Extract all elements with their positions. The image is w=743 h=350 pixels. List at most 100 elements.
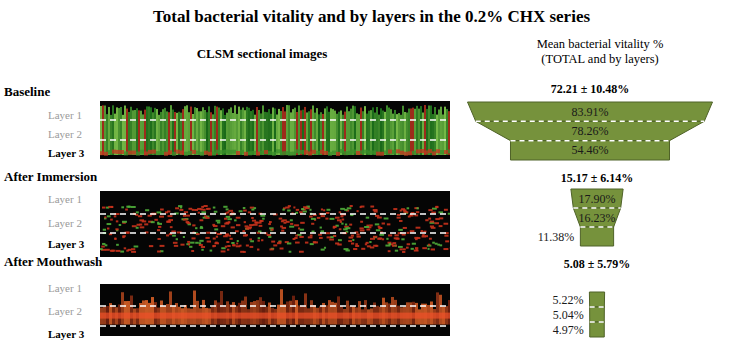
image-texture [337,296,340,324]
image-texture [305,242,308,244]
image-texture [214,211,218,213]
image-texture [366,114,368,155]
image-texture [392,245,394,247]
image-texture [154,219,157,221]
image-texture [444,107,446,155]
image-texture [262,218,265,220]
image-texture [435,243,438,245]
image-texture [152,150,156,154]
image-texture [296,112,298,155]
image-texture [100,151,104,155]
image-texture [328,300,331,324]
image-texture [339,228,342,230]
image-texture [108,150,112,154]
image-texture [258,237,260,239]
image-texture [105,249,110,251]
image-texture [188,151,192,155]
clsm-image [100,191,450,257]
image-texture [304,293,307,324]
image-texture [388,250,391,252]
image-texture [272,152,276,156]
image-texture [100,313,450,319]
image-texture [228,221,230,223]
image-texture [132,151,136,155]
image-texture [370,110,372,155]
image-texture [448,111,450,155]
layer-divider [100,325,450,327]
image-texture [369,241,371,243]
image-texture [338,239,342,241]
image-texture [436,115,438,155]
image-texture [340,149,344,153]
image-background [100,284,450,336]
image-texture [303,206,308,208]
image-texture [271,229,274,231]
image-texture [160,301,163,325]
image-texture [172,152,176,156]
image-texture [360,230,365,232]
image-texture [186,243,190,245]
image-texture [186,105,188,155]
image-texture [310,235,313,237]
image-texture [174,245,178,247]
image-texture [321,249,325,251]
image-texture [319,237,323,239]
funnel [589,292,604,337]
image-texture [196,108,198,155]
image-texture [241,301,244,325]
image-texture [397,214,401,216]
image-texture [210,112,212,155]
image-texture [242,230,245,232]
image-texture [236,114,238,155]
image-texture [128,151,132,155]
image-texture [204,215,207,217]
image-texture [394,110,396,155]
image-texture [130,107,132,155]
image-texture [273,244,277,246]
image-texture [400,151,404,155]
image-texture [416,227,421,229]
funnel-segment [590,307,605,322]
image-texture [402,234,406,236]
image-texture [224,218,227,220]
image-texture [287,242,291,244]
image-texture [313,241,318,243]
image-texture [394,245,397,247]
image-texture [228,210,233,212]
image-texture [206,232,210,234]
image-texture [280,151,284,155]
image-texture [444,150,448,154]
image-texture [131,248,135,250]
image-texture [409,215,413,217]
clsm-image [100,284,450,336]
image-texture [236,242,238,244]
image-texture [351,235,354,237]
image-texture [180,151,184,155]
image-texture [329,239,334,241]
image-texture [395,250,398,252]
image-texture [107,228,109,230]
image-texture [312,231,315,233]
image-texture [404,152,408,156]
image-texture [340,110,342,155]
funnel-segment [573,208,620,227]
image-texture [439,225,443,227]
image-texture [256,107,258,155]
image-texture [137,224,141,226]
layer-divider [590,306,605,308]
image-texture [216,107,218,155]
image-texture [257,249,259,251]
image-texture [440,107,442,155]
image-texture [232,244,235,246]
image-texture [424,150,428,154]
image-texture [220,150,224,154]
image-texture [271,241,275,243]
image-texture [378,226,381,228]
image-texture [236,224,240,226]
image-texture [412,108,414,155]
layer-divider [580,226,613,228]
image-texture [396,114,398,155]
data-label: 54.46% [572,143,609,157]
image-texture [415,247,418,249]
clsm-image [100,101,450,159]
